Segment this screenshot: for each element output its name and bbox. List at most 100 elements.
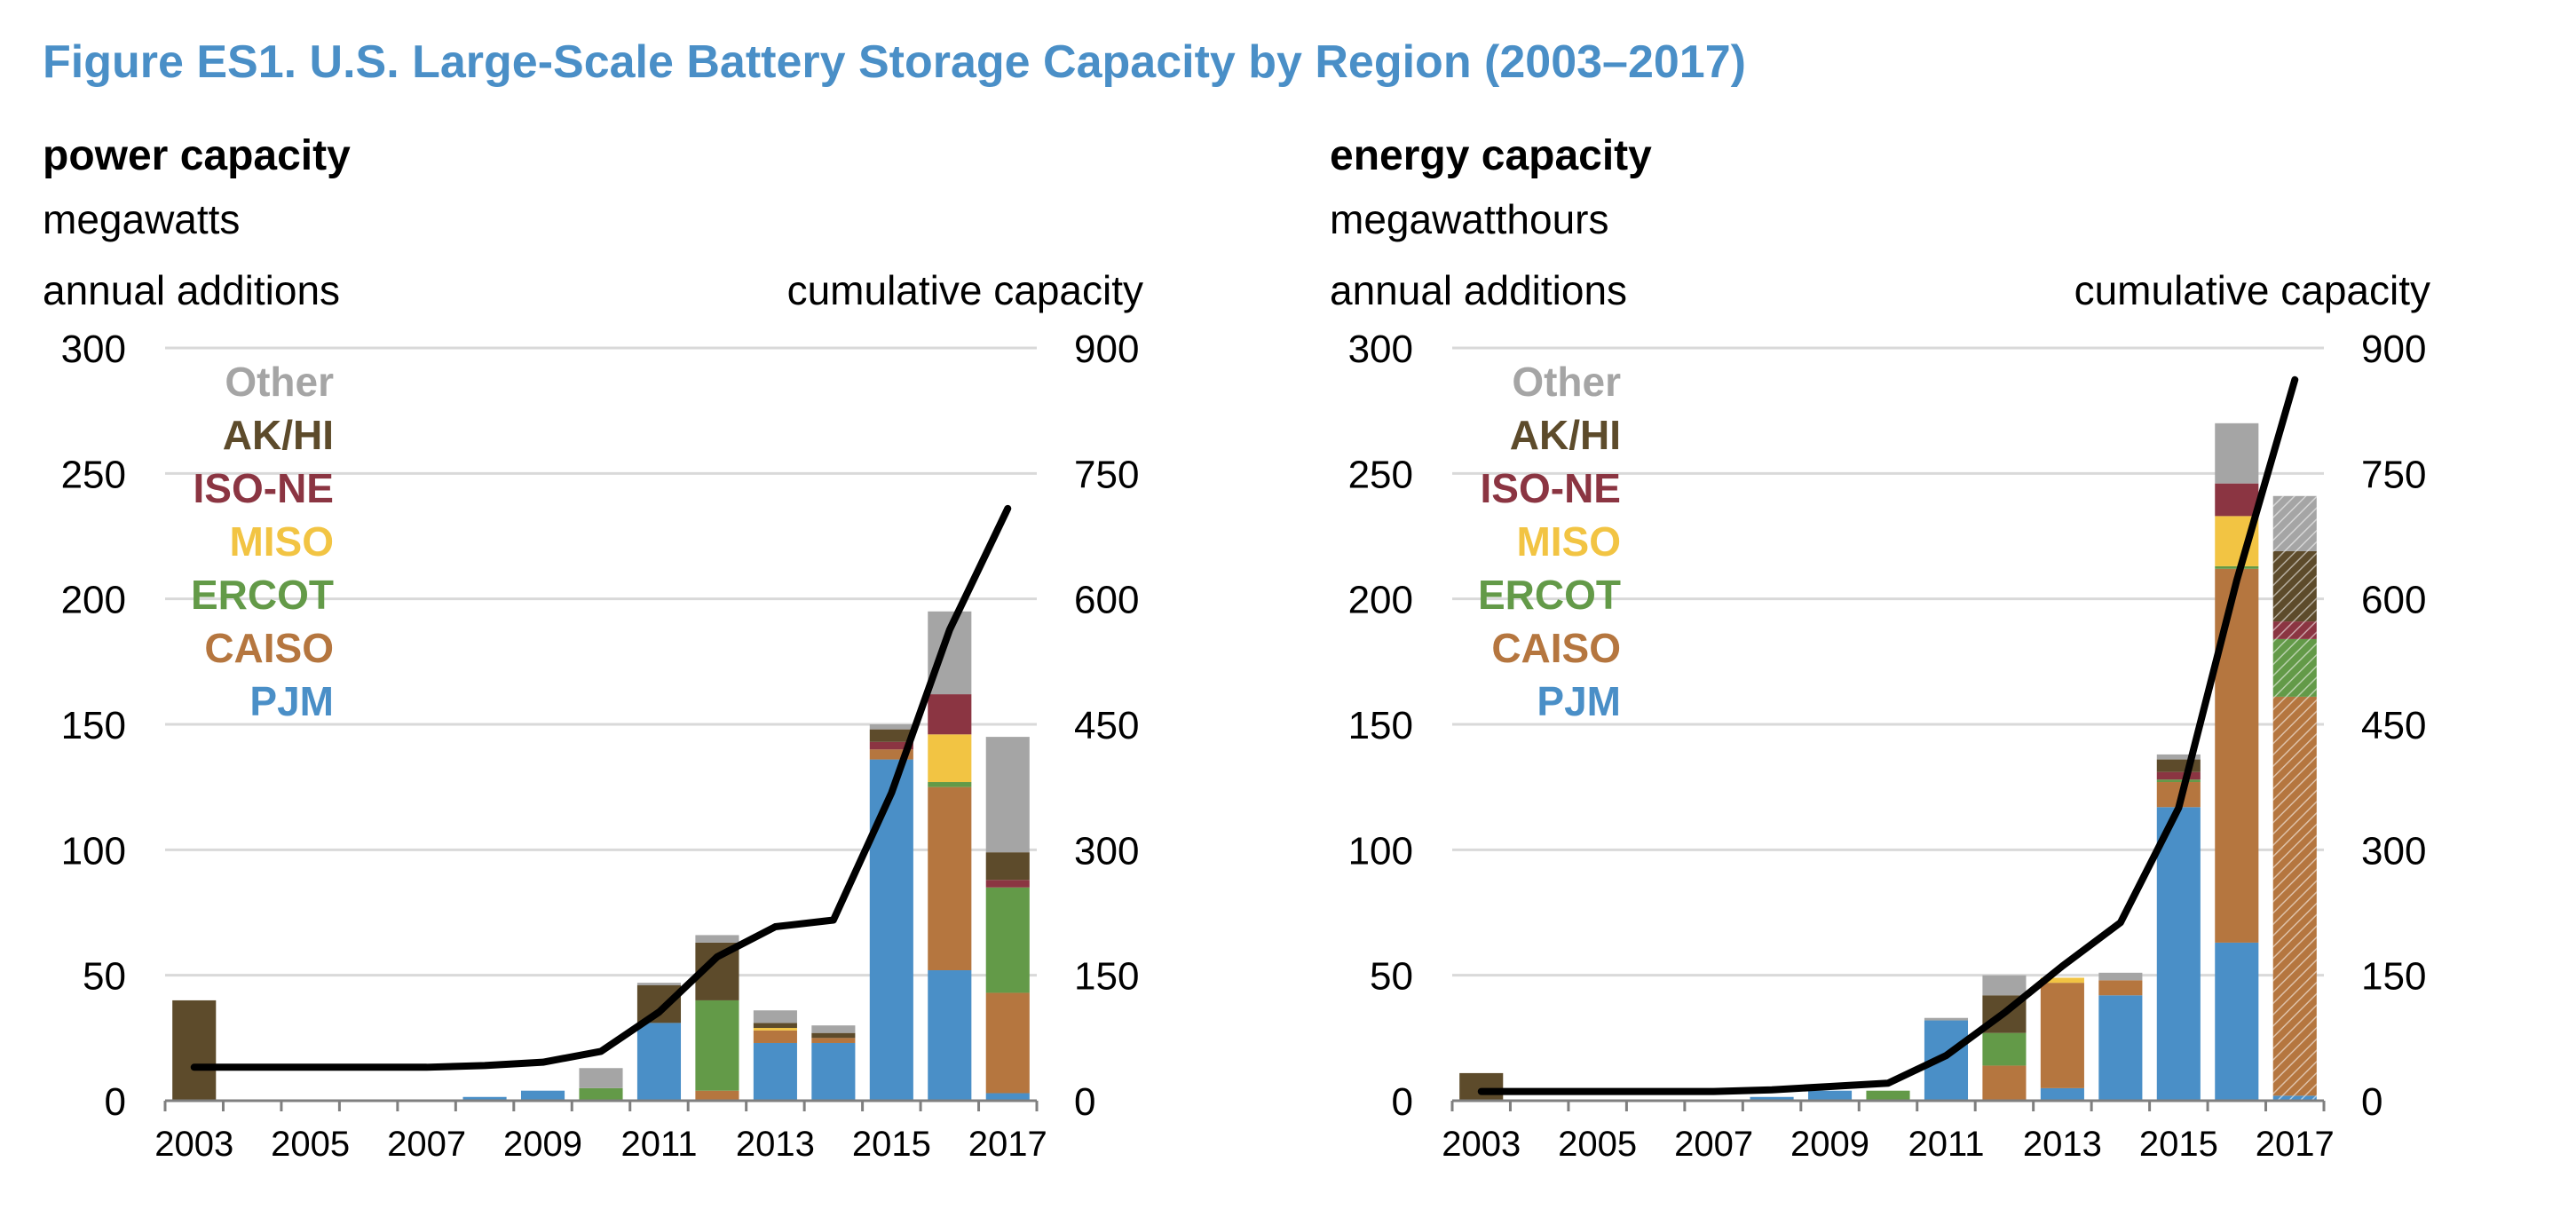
x-tick-label: 2003 bbox=[1442, 1125, 1521, 1164]
right-tick-label: 150 bbox=[1074, 955, 1139, 999]
right-tick-label: 450 bbox=[2361, 704, 2426, 747]
left-axis-label: annual additions bbox=[43, 267, 341, 313]
bar-other-2014 bbox=[2098, 972, 2143, 981]
bar-ak-hi-2013 bbox=[753, 1023, 797, 1029]
bar-iso-ne-2016 bbox=[2215, 483, 2259, 517]
bar-other-2012 bbox=[1982, 975, 2027, 996]
bar-other-2014 bbox=[811, 1025, 856, 1033]
bar-caiso-2014 bbox=[2098, 980, 2143, 996]
x-tick-label: 2017 bbox=[968, 1125, 1047, 1164]
left-tick-label: 250 bbox=[61, 453, 126, 496]
bar-other-2011 bbox=[1924, 1017, 1969, 1021]
bar-ak-hi-2014 bbox=[811, 1032, 856, 1039]
bar-pjm-2009 bbox=[1807, 1090, 1853, 1101]
bar-caiso-2012 bbox=[1982, 1065, 2027, 1101]
legend-item-ercot: ERCOT bbox=[191, 572, 334, 618]
bar-pjm-2014 bbox=[811, 1042, 856, 1101]
left-tick-label: 250 bbox=[1348, 453, 1413, 496]
bar-pjm-2016 bbox=[2215, 942, 2259, 1101]
bar-miso-2013 bbox=[753, 1028, 797, 1031]
bar-pjm-2016 bbox=[928, 970, 972, 1101]
bar-pjm-2015 bbox=[869, 759, 913, 1101]
x-tick-marks bbox=[1450, 1101, 2326, 1111]
gridlines bbox=[165, 346, 1037, 977]
bar-other-2013 bbox=[753, 1010, 797, 1023]
bar-hatch-ercot-2017 bbox=[2272, 638, 2317, 697]
right-tick-labels: 0 150 300 450 600 750 900 bbox=[1074, 328, 1139, 1124]
bar-caiso-2014 bbox=[811, 1038, 856, 1043]
x-tick-label: 2007 bbox=[387, 1125, 466, 1164]
bar-caiso-2017 bbox=[985, 992, 1030, 1094]
x-tick-marks bbox=[163, 1101, 1039, 1111]
panel-unit: megawatts bbox=[43, 196, 241, 242]
legend-item-caiso: CAISO bbox=[1491, 625, 1621, 671]
bar-caiso-2015 bbox=[869, 749, 913, 760]
bar-caiso-2016 bbox=[2215, 568, 2259, 943]
legend-item-pjm: PJM bbox=[1537, 678, 1621, 724]
x-tick-label: 2017 bbox=[2256, 1125, 2335, 1164]
x-tick-label: 2005 bbox=[1558, 1125, 1637, 1164]
bar-caiso-2013 bbox=[2040, 983, 2084, 1088]
x-tick-label: 2005 bbox=[271, 1125, 350, 1164]
bar-iso-ne-2015 bbox=[869, 741, 913, 750]
bar-ercot-2015 bbox=[2156, 779, 2201, 783]
cumulative-capacity-line bbox=[1477, 375, 2299, 1095]
panel-unit: megawatthours bbox=[1330, 196, 1609, 242]
legend: Other AK/HI ISO-NE MISO ERCOT CAISO PJM bbox=[1478, 359, 1621, 724]
bar-ercot-2016 bbox=[2215, 565, 2259, 569]
bar-hatch-iso-ne-2017 bbox=[2272, 621, 2317, 639]
right-tick-label: 900 bbox=[2361, 328, 2426, 371]
power-capacity-chart: 0 50 100 150 200 250 300 0 150 300 450 600 750 900 200… bbox=[61, 328, 1140, 1164]
right-tick-label: 450 bbox=[1074, 704, 1139, 747]
left-tick-label: 50 bbox=[1370, 955, 1413, 999]
left-tick-label: 0 bbox=[105, 1080, 126, 1124]
x-tick-label: 2015 bbox=[852, 1125, 931, 1164]
bar-other-2016 bbox=[2215, 423, 2259, 484]
bar-caiso-2016 bbox=[928, 786, 972, 971]
power-capacity-panel: power capacity megawatts annual addition… bbox=[0, 0, 1287, 1209]
bar-miso-2013 bbox=[2040, 977, 2084, 984]
legend-item-ercot: ERCOT bbox=[1478, 572, 1621, 618]
left-tick-label: 100 bbox=[1348, 829, 1413, 873]
right-tick-label: 150 bbox=[2361, 955, 2426, 999]
x-tick-label: 2003 bbox=[154, 1125, 233, 1164]
legend-item-miso: MISO bbox=[1516, 518, 1621, 565]
x-tick-label: 2013 bbox=[2023, 1125, 2102, 1164]
bar-other-2012 bbox=[695, 935, 739, 943]
bar-ercot-2010 bbox=[579, 1087, 623, 1101]
x-tick-label: 2015 bbox=[2139, 1125, 2218, 1164]
legend-item-ak-hi: AK/HI bbox=[1510, 412, 1621, 458]
right-tick-label: 600 bbox=[1074, 579, 1139, 622]
left-tick-label: 50 bbox=[83, 955, 126, 999]
right-axis-label: cumulative capacity bbox=[2074, 267, 2430, 313]
gridlines bbox=[1452, 346, 2324, 977]
bar-miso-2016 bbox=[928, 734, 972, 783]
energy-capacity-chart: 0 50 100 150 200 250 300 0 150 300 450 600 750 900 200… bbox=[1348, 328, 2427, 1164]
bar-ercot-2017 bbox=[985, 887, 1030, 993]
bar-iso-ne-2015 bbox=[2156, 771, 2201, 780]
right-tick-label: 300 bbox=[1074, 829, 1139, 873]
x-tick-label: 2011 bbox=[1908, 1125, 1984, 1164]
bar-caiso-2012 bbox=[695, 1090, 739, 1101]
bar-iso-ne-2016 bbox=[928, 694, 972, 735]
left-tick-label: 200 bbox=[61, 579, 126, 622]
bar-iso-ne-2017 bbox=[985, 880, 1030, 888]
bar-hatch-ak-hi-2017 bbox=[2272, 550, 2317, 622]
x-tick-label: 2009 bbox=[503, 1125, 582, 1164]
legend-item-other: Other bbox=[225, 359, 334, 405]
bar-pjm-2011 bbox=[636, 1023, 682, 1101]
left-tick-label: 300 bbox=[1348, 328, 1413, 371]
right-tick-label: 750 bbox=[2361, 453, 2426, 496]
left-tick-label: 150 bbox=[61, 704, 126, 747]
bar-pjm-2015 bbox=[2156, 807, 2201, 1101]
x-tick-labels: 2003 2005 2007 2009 2011 2013 2015 2017 bbox=[1442, 1125, 2335, 1164]
right-tick-label: 300 bbox=[2361, 829, 2426, 873]
bar-pjm-2014 bbox=[2098, 995, 2143, 1101]
bar-other-2015 bbox=[2156, 754, 2201, 760]
figure-title: Figure ES1. U.S. Large-Scale Battery Sto… bbox=[43, 36, 1746, 88]
bar-hatch-caiso-2017 bbox=[2272, 696, 2317, 1096]
bar-ak-hi-2011 bbox=[636, 984, 682, 1023]
right-tick-label: 900 bbox=[1074, 328, 1139, 371]
left-tick-label: 300 bbox=[61, 328, 126, 371]
right-tick-label: 600 bbox=[2361, 579, 2426, 622]
